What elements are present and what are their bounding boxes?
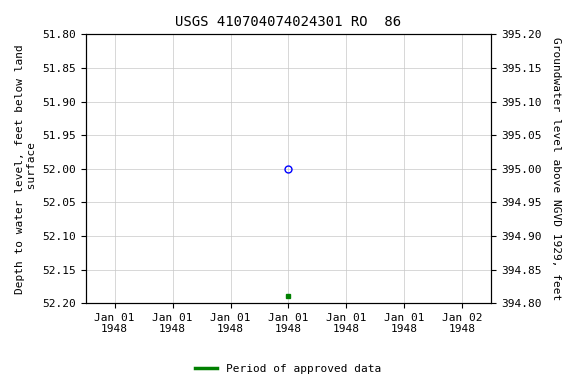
Y-axis label: Groundwater level above NGVD 1929, feet: Groundwater level above NGVD 1929, feet xyxy=(551,37,561,300)
Legend: Period of approved data: Period of approved data xyxy=(191,359,385,379)
Title: USGS 410704074024301 RO  86: USGS 410704074024301 RO 86 xyxy=(176,15,401,29)
Y-axis label: Depth to water level, feet below land
 surface: Depth to water level, feet below land su… xyxy=(15,44,37,294)
